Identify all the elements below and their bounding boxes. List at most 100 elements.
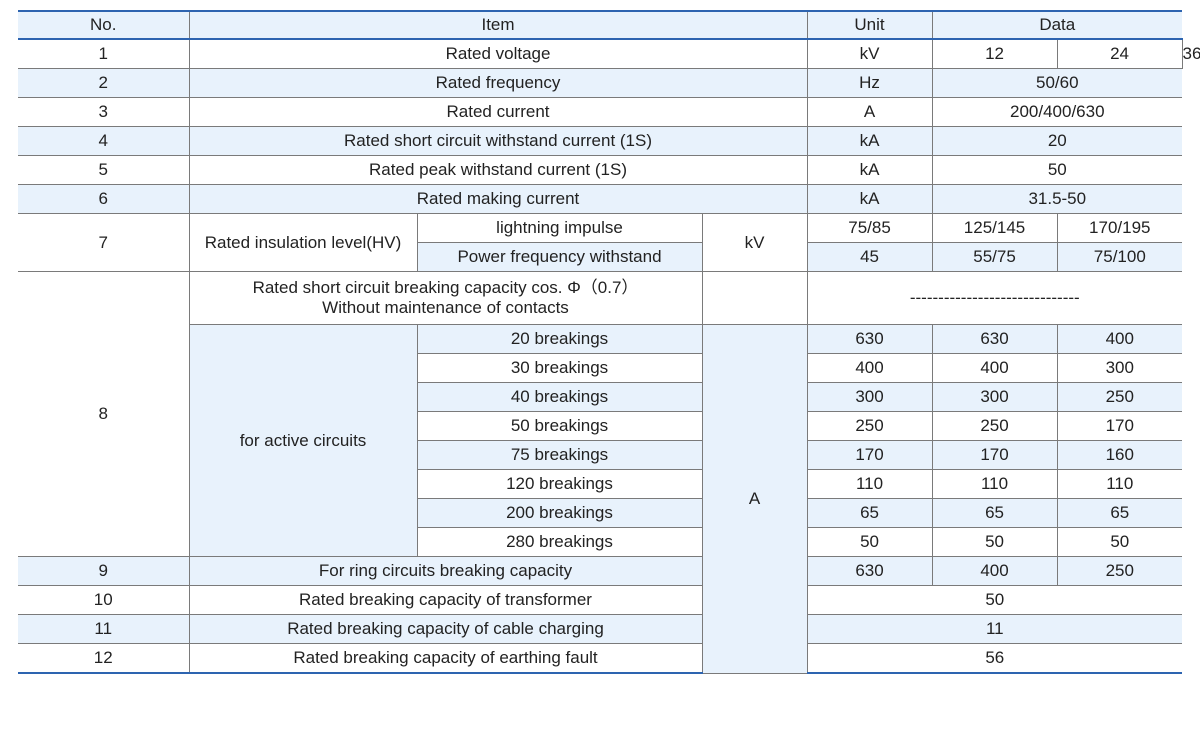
row-unit: kV: [806, 38, 933, 69]
row-subitem: 120 breakings: [417, 469, 703, 499]
row-no: 9: [18, 556, 190, 586]
specification-table: No. Item Unit Data 1 Rated voltage kV 12…: [18, 10, 1200, 674]
table-row: 8 Rated short circuit breaking capacity …: [18, 271, 1183, 557]
row-item: Rated insulation level(HV): [188, 213, 418, 272]
row-value: 50: [806, 585, 1183, 615]
row-subitem: 20 breakings: [416, 324, 703, 354]
row-value: 170/195: [1056, 213, 1183, 243]
header-item: Item: [188, 10, 808, 40]
row-no: 2: [18, 68, 190, 98]
row-item: Rated peak withstand current (1S): [188, 155, 808, 185]
row-no: 4: [18, 126, 190, 156]
table-row: 1 Rated voltage kV 12 24 36: [18, 38, 1200, 69]
row-no: 1: [18, 38, 190, 69]
row-item: Rated short circuit withstand current (1…: [188, 126, 808, 156]
row-subitem: lightning impulse: [416, 213, 703, 243]
row-value: 125/145: [931, 213, 1058, 243]
table-row: 11 Rated breaking capacity of cable char…: [18, 614, 1183, 644]
row-no: 12: [18, 643, 190, 674]
row-unit: kA: [806, 155, 933, 185]
row-unit: kA: [806, 126, 933, 156]
table-row: 12 Rated breaking capacity of earthing f…: [18, 643, 1183, 674]
table-row: 280 breakings 50 50 50: [18, 527, 1183, 557]
row-item: Rated voltage: [188, 38, 808, 69]
row-value: 75/85: [806, 213, 933, 243]
row-value: 50: [931, 527, 1058, 557]
row-item: Rated breaking capacity of transformer: [188, 585, 703, 615]
row-value: 630: [931, 324, 1058, 354]
row-unit: A: [701, 324, 808, 674]
row-value: 65: [806, 498, 933, 528]
row-value: 300: [931, 382, 1058, 412]
row-value: 50: [1056, 527, 1183, 557]
row-item: Rated making current: [188, 184, 808, 214]
table-row: Power frequency withstand 45 55/75 75/10…: [18, 242, 1183, 272]
row-value: 75/100: [1056, 242, 1183, 272]
row-unit: Hz: [806, 68, 933, 98]
row-subitem: 280 breakings: [417, 527, 703, 557]
row-no: 11: [18, 614, 190, 644]
row-unit: A: [806, 97, 933, 127]
table-row: 3 Rated current A 200/400/630: [18, 97, 1183, 127]
row-value: 300: [1056, 353, 1183, 383]
row-value: ------------------------------: [806, 271, 1183, 325]
header-no: No.: [18, 10, 190, 40]
row-value: 250: [1056, 556, 1183, 586]
row-item: Rated current: [188, 97, 808, 127]
row-subitem: 30 breakings: [417, 353, 703, 383]
row-no: 10: [18, 585, 190, 615]
table-row: for active circuits 20 breakings A 630 6…: [18, 324, 1183, 674]
row-value: 65: [1056, 498, 1183, 528]
row-value: 250: [806, 411, 933, 441]
row-value: 55/75: [931, 242, 1058, 272]
row-value: 400: [1056, 324, 1183, 354]
row-value: 11: [806, 614, 1183, 644]
table-row: 10 Rated breaking capacity of transforme…: [18, 585, 1183, 615]
row-no: 5: [18, 155, 190, 185]
row-subitem: 50 breakings: [417, 411, 703, 441]
row-value: 65: [931, 498, 1058, 528]
row-value: 50: [806, 527, 933, 557]
row-value: 250: [1056, 382, 1183, 412]
table-row: 2 Rated frequency Hz 50/60: [18, 68, 1183, 98]
row-no: 6: [18, 184, 190, 214]
row-unit: kA: [806, 184, 933, 214]
row-value: 110: [931, 469, 1058, 499]
row-subitem: 75 breakings: [417, 440, 703, 470]
row-value: 50/60: [931, 68, 1183, 98]
row-value: 250: [931, 411, 1058, 441]
row-subitem: 200 breakings: [417, 498, 703, 528]
row-value: 56: [806, 643, 1183, 674]
header-row: No. Item Unit Data: [18, 10, 1183, 40]
row-value: 110: [1056, 469, 1183, 499]
table-row: 9 For ring circuits breaking capacity 63…: [18, 556, 1183, 586]
header-data: Data: [931, 10, 1183, 40]
row-no: 3: [18, 97, 190, 127]
row-value: 12: [931, 38, 1058, 69]
row-subitem: 40 breakings: [417, 382, 703, 412]
row-value: 200/400/630: [931, 97, 1183, 127]
row-value: 400: [806, 353, 933, 383]
row-no: 7: [18, 213, 190, 272]
row-value: 50: [931, 155, 1183, 185]
table-row: 7 Rated insulation level(HV) lightning i…: [18, 213, 1183, 272]
row-value: 45: [806, 242, 933, 272]
row-value: 630: [806, 324, 933, 354]
row-subitem: Power frequency withstand: [417, 242, 703, 272]
row-value: 170: [1056, 411, 1183, 441]
row-value: 630: [806, 556, 933, 586]
row-value: 400: [931, 353, 1058, 383]
row-value: 170: [931, 440, 1058, 470]
row-value: 160: [1056, 440, 1183, 470]
row-item: Rated breaking capacity of earthing faul…: [188, 643, 703, 674]
row-value: 400: [931, 556, 1058, 586]
row-value: 24: [1056, 38, 1183, 69]
row-value: 300: [806, 382, 933, 412]
row-item: For ring circuits breaking capacity: [188, 556, 703, 586]
header-unit: Unit: [806, 10, 933, 40]
row-value: 170: [806, 440, 933, 470]
row-group: for active circuits: [189, 324, 418, 557]
row-item: Rated breaking capacity of cable chargin…: [188, 614, 703, 644]
table-row: 5 Rated peak withstand current (1S) kA 5…: [18, 155, 1183, 185]
row-item: Rated frequency: [188, 68, 808, 98]
